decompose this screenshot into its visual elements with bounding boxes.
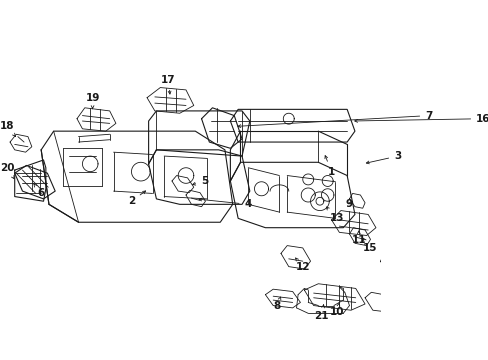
Text: 15: 15 [362, 238, 377, 253]
Text: 18: 18 [0, 121, 16, 136]
Text: 4: 4 [199, 198, 251, 209]
Text: 17: 17 [161, 75, 175, 94]
Text: 2: 2 [127, 191, 145, 206]
Text: 1: 1 [324, 156, 334, 177]
Text: 9: 9 [345, 199, 352, 209]
Text: 5: 5 [192, 176, 208, 186]
Text: 12: 12 [295, 258, 309, 272]
Text: 21: 21 [314, 305, 328, 321]
Text: 13: 13 [325, 207, 344, 223]
Text: 10: 10 [329, 303, 344, 317]
Text: 20: 20 [0, 163, 14, 179]
Text: 11: 11 [351, 231, 366, 245]
Text: 22: 22 [0, 359, 1, 360]
Text: 16: 16 [354, 114, 488, 124]
Text: 3: 3 [366, 151, 401, 164]
Text: 6: 6 [34, 184, 45, 198]
Text: 8: 8 [273, 297, 280, 311]
Text: 7: 7 [238, 111, 432, 127]
Text: 14: 14 [0, 359, 1, 360]
Text: 19: 19 [85, 93, 100, 109]
